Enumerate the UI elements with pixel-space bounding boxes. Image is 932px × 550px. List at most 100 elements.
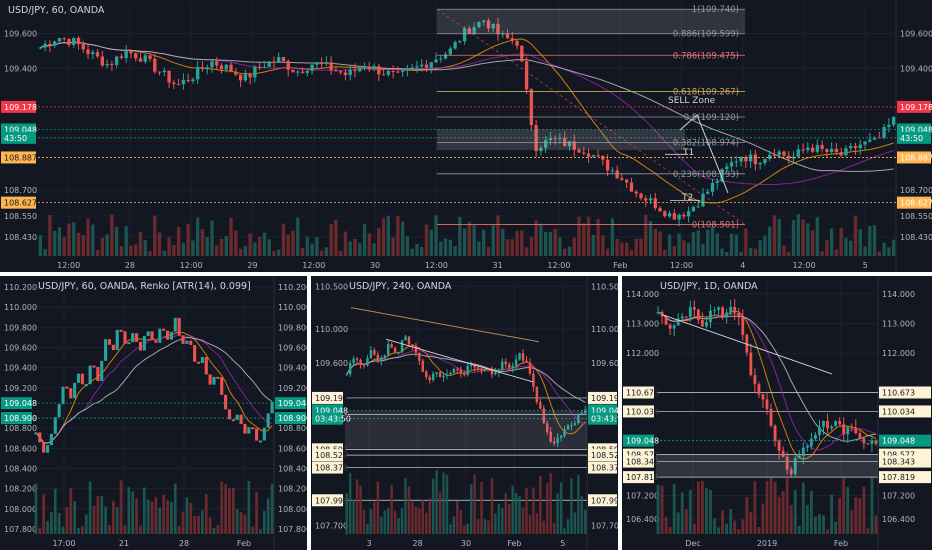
renko-brick bbox=[227, 409, 232, 420]
volume-bar bbox=[753, 248, 758, 256]
d1-chart-panel[interactable]: 114.000 114.000 113.000 113.000 112.000 112.0… bbox=[622, 276, 932, 550]
volume-bar bbox=[372, 243, 376, 256]
level-tag-label: 109.193 bbox=[591, 394, 618, 403]
level-tag-bg bbox=[623, 405, 654, 418]
candle-body bbox=[805, 446, 809, 448]
h4-chart-svg[interactable]: 110.500 110.500 110.000 110.000 109.600 109.6… bbox=[311, 276, 618, 550]
volume-bar bbox=[243, 514, 247, 534]
y-tick-label: 108.200 bbox=[278, 485, 307, 494]
volume-bar bbox=[390, 484, 393, 534]
candle-body bbox=[257, 66, 262, 68]
volume-bar bbox=[532, 487, 535, 534]
renko-chart-panel[interactable]: 110.200 110.200 110.000 110.000 109.800 109.8… bbox=[0, 276, 307, 550]
volume-bar bbox=[528, 515, 532, 534]
volume-bar bbox=[53, 230, 57, 256]
volume-bar bbox=[577, 474, 580, 534]
candle-body bbox=[482, 20, 486, 22]
candle-body bbox=[72, 38, 76, 45]
volume-bar bbox=[267, 239, 271, 256]
renko-brick bbox=[204, 357, 208, 375]
main-chart-svg[interactable]: 109.600 109.600 109.400 109.400 108.700 108.7… bbox=[0, 0, 932, 272]
y-tick-label: 107.800 bbox=[278, 525, 307, 534]
price-tag-bg bbox=[897, 196, 931, 209]
candle-body bbox=[148, 55, 152, 59]
volume-bar bbox=[701, 481, 704, 534]
volume-bar bbox=[648, 221, 653, 256]
renko-brick bbox=[115, 329, 119, 351]
volume-bar bbox=[404, 477, 407, 534]
candle-body bbox=[486, 20, 491, 29]
candle-body bbox=[362, 364, 366, 366]
volume-bar bbox=[277, 249, 281, 256]
candle-body bbox=[310, 64, 314, 71]
candle-body bbox=[691, 207, 696, 212]
volume-bar bbox=[373, 501, 376, 534]
candle-body bbox=[801, 149, 805, 151]
volume-bar bbox=[763, 235, 767, 256]
projection-arrow bbox=[679, 114, 729, 194]
volume-bar bbox=[57, 512, 61, 534]
volume-bar bbox=[418, 508, 421, 534]
y-tick-label: 107.200 bbox=[882, 491, 915, 500]
y-tick-label: 109.800 bbox=[278, 323, 307, 332]
candle-body bbox=[634, 191, 638, 194]
price-tag-label: 108.887 bbox=[900, 153, 932, 162]
candle-body bbox=[404, 336, 407, 341]
renko-brick bbox=[61, 386, 65, 405]
y-tick-label: 110.000 bbox=[591, 325, 618, 334]
candle-body bbox=[838, 421, 842, 425]
volume-bar bbox=[86, 218, 90, 256]
candle-body bbox=[552, 441, 556, 444]
renko-chart-svg[interactable]: 110.200 110.200 110.000 110.000 109.800 109.8… bbox=[0, 276, 307, 550]
candle-body bbox=[448, 48, 452, 55]
volume-bar bbox=[814, 516, 817, 534]
candle-body bbox=[629, 182, 634, 192]
d1-chart-svg[interactable]: 114.000 114.000 113.000 113.000 112.000 112.0… bbox=[622, 276, 932, 550]
x-tick-label: 28 bbox=[413, 539, 423, 548]
candle-body bbox=[815, 145, 820, 152]
candle-body bbox=[291, 69, 295, 73]
candle-body bbox=[366, 358, 369, 366]
volume-bar bbox=[189, 502, 193, 534]
candle-body bbox=[556, 437, 559, 444]
moving-average-line bbox=[346, 344, 586, 435]
renko-brick bbox=[100, 360, 104, 382]
volume-bar bbox=[215, 245, 219, 256]
volume-bar bbox=[605, 248, 610, 256]
candle-body bbox=[181, 79, 186, 85]
volume-bar bbox=[539, 475, 542, 534]
volume-bar bbox=[212, 527, 216, 534]
renko-brick bbox=[243, 423, 247, 434]
candle-body bbox=[435, 372, 438, 374]
candle-body bbox=[387, 344, 390, 356]
volume-bar bbox=[119, 246, 124, 256]
volume-bar bbox=[315, 237, 319, 256]
candle-body bbox=[429, 62, 433, 68]
candle-body bbox=[701, 320, 704, 327]
volume-bar bbox=[781, 491, 785, 534]
candle-body bbox=[733, 306, 737, 313]
level-tag-label: 110.034 bbox=[626, 407, 659, 416]
volume-bar bbox=[870, 477, 874, 534]
volume-bar bbox=[709, 490, 712, 534]
volume-bar bbox=[201, 510, 204, 534]
candle-body bbox=[668, 324, 672, 329]
candle-body bbox=[532, 373, 535, 387]
renko-brick bbox=[46, 445, 50, 453]
volume-bar bbox=[789, 504, 793, 534]
price-tag-label: 109.048 bbox=[900, 125, 932, 134]
main-chart-panel[interactable]: 109.600 109.600 109.400 109.400 108.700 108.7… bbox=[0, 0, 932, 272]
candle-body bbox=[438, 372, 442, 378]
h4-chart-panel[interactable]: 110.500 110.500 110.000 110.000 109.600 109.6… bbox=[311, 276, 618, 550]
renko-brick bbox=[73, 382, 77, 399]
volume-bar bbox=[758, 240, 762, 256]
volume-bar bbox=[818, 514, 821, 534]
volume-bar bbox=[658, 231, 662, 256]
candle-body bbox=[777, 151, 781, 156]
renko-brick bbox=[127, 342, 131, 345]
renko-brick bbox=[88, 365, 92, 385]
candle-body bbox=[315, 62, 319, 65]
volume-bar bbox=[262, 510, 266, 534]
price-tag-bg bbox=[623, 434, 654, 447]
candle-body bbox=[596, 155, 600, 157]
